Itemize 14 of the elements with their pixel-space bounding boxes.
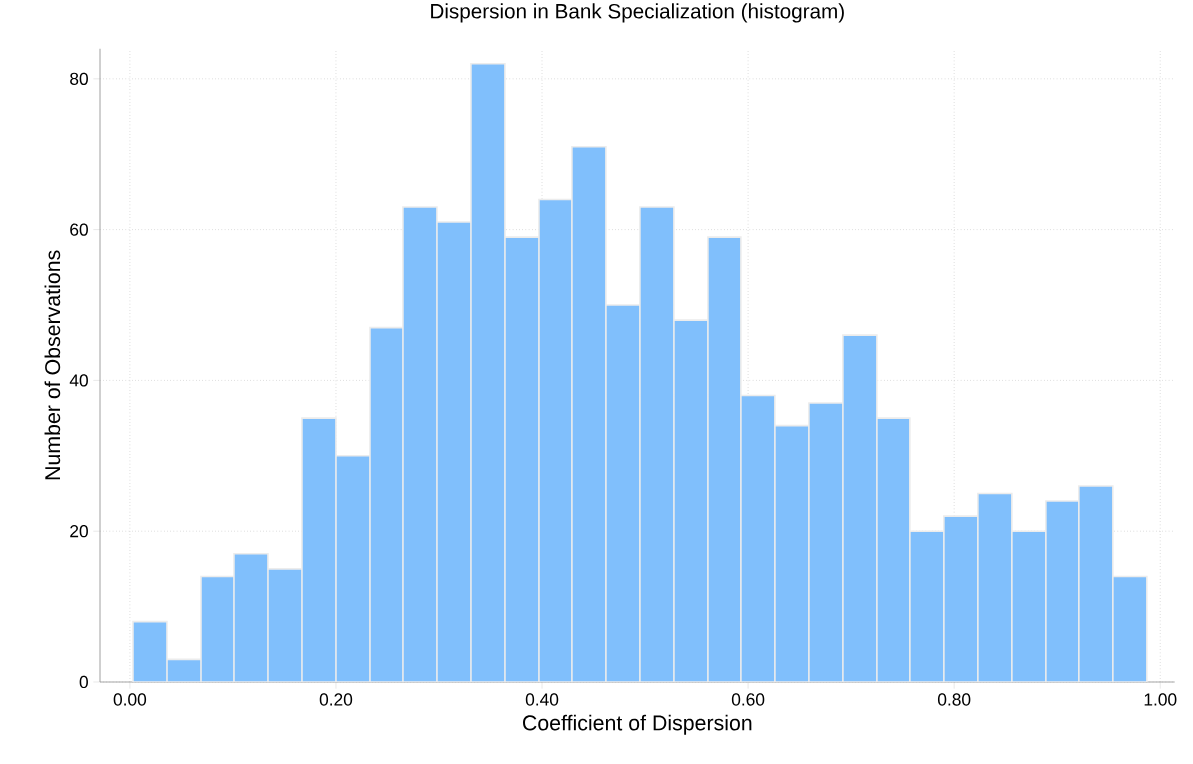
x-tick-label: 0.80 bbox=[937, 693, 971, 706]
y-tick-label: 0 bbox=[79, 675, 88, 689]
x-tick-label: 0.60 bbox=[731, 693, 765, 706]
x-tick-label: 0.40 bbox=[525, 693, 559, 706]
y-tick-label: 20 bbox=[70, 525, 88, 538]
x-tick-label: 0.20 bbox=[319, 693, 353, 706]
y-axis-title: Number of Observations bbox=[44, 250, 61, 480]
y-tick-label: 40 bbox=[69, 374, 88, 387]
x-tick-label: 0.00 bbox=[113, 693, 147, 706]
x-axis-title: Coefficient of Dispersion bbox=[523, 714, 752, 735]
chart-title: Dispersion in Bank Specialization (histogram) bbox=[431, 3, 844, 23]
y-tick-label: 80 bbox=[70, 72, 88, 85]
x-tick-label: 1.00 bbox=[1144, 693, 1177, 706]
y-tick-label: 60 bbox=[70, 223, 88, 236]
